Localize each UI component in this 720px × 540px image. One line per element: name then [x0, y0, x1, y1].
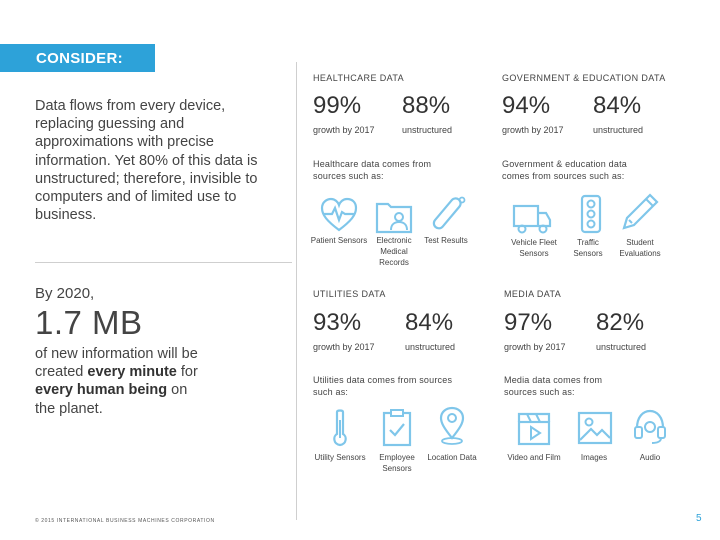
- heart-monitor-icon: [320, 197, 358, 232]
- icon-label: Traffic Sensors: [573, 238, 603, 258]
- banner-text: CONSIDER:: [36, 50, 123, 67]
- clapperboard-icon: [517, 412, 551, 446]
- growth-value: 97%: [504, 309, 553, 336]
- truck-icon: [512, 204, 552, 234]
- desc-part-1: of new information will be created: [35, 346, 198, 381]
- section-title: GOVERNMENT & EDUCATION DATA: [502, 73, 666, 83]
- clipboard-icon: [382, 409, 412, 447]
- icon-label: Patient Sensors: [310, 236, 368, 245]
- icon-label: Utility Sensors: [314, 453, 366, 462]
- thermometer-icon: [333, 409, 347, 447]
- growth-label: growth by 2017: [313, 342, 375, 352]
- page-number: 5: [696, 513, 702, 524]
- unstructured-value: 88%: [402, 92, 451, 119]
- test-tube-icon: [432, 196, 466, 230]
- icon-label: Images: [580, 453, 608, 462]
- copyright: © 2015 INTERNATIONAL BUSINESS MACHINES C…: [35, 518, 215, 524]
- sources-text: Government & education data comes from s…: [502, 159, 627, 181]
- icon-label: Electronic Medical Records: [376, 236, 412, 267]
- icon-label: Vehicle Fleet Sensors: [511, 238, 557, 258]
- consider-banner: CONSIDER:: [0, 44, 155, 72]
- stat-description: of new information will be created every…: [35, 345, 205, 418]
- medical-folder-icon: [375, 202, 413, 234]
- unstructured-label: unstructured: [402, 125, 453, 135]
- unstructured-value: 84%: [405, 309, 454, 336]
- section-title: UTILITIES DATA: [313, 289, 386, 299]
- growth-value: 99%: [313, 92, 362, 119]
- unstructured-label: unstructured: [405, 342, 456, 352]
- stat-value: 1.7 MB: [35, 304, 143, 341]
- sources-text: Utilities data comes from sources such a…: [313, 375, 453, 397]
- desc-part-3: on the planet.: [35, 382, 188, 417]
- desc-emph-2: every human being: [35, 382, 168, 399]
- growth-label: growth by 2017: [313, 125, 375, 135]
- unstructured-value: 82%: [596, 309, 645, 336]
- icon-label: Location Data: [427, 453, 477, 462]
- stat-by: By 2020,: [35, 285, 95, 302]
- sources-text: Media data comes from sources such as:: [504, 375, 603, 397]
- intro-text: Data flows from every device, replacing …: [35, 98, 258, 224]
- unstructured-label: unstructured: [596, 342, 647, 352]
- column-divider: [296, 62, 297, 520]
- growth-label: growth by 2017: [502, 125, 564, 135]
- sources-text: Healthcare data comes from sources such …: [313, 159, 432, 181]
- icon-label: Test Results: [424, 236, 468, 245]
- desc-emph-1: every minute: [87, 364, 177, 381]
- headset-icon: [634, 409, 666, 444]
- unstructured-value: 84%: [593, 92, 642, 119]
- image-icon: [577, 411, 613, 445]
- icon-label: Video and Film: [507, 453, 561, 462]
- unstructured-label: unstructured: [593, 125, 644, 135]
- icon-label: Student Evaluations: [619, 238, 661, 258]
- icon-label: Audio: [639, 453, 661, 462]
- desc-part-2: for: [176, 364, 198, 381]
- growth-value: 93%: [313, 309, 362, 336]
- section-title: MEDIA DATA: [504, 289, 562, 299]
- left-divider: [35, 262, 292, 263]
- growth-value: 94%: [502, 92, 551, 119]
- growth-label: growth by 2017: [504, 342, 566, 352]
- map-pin-icon: [439, 406, 465, 445]
- traffic-light-icon: [580, 194, 602, 234]
- icon-label: Employee Sensors: [379, 453, 415, 473]
- section-title: HEALTHCARE DATA: [313, 73, 405, 83]
- pencil-icon: [622, 193, 659, 230]
